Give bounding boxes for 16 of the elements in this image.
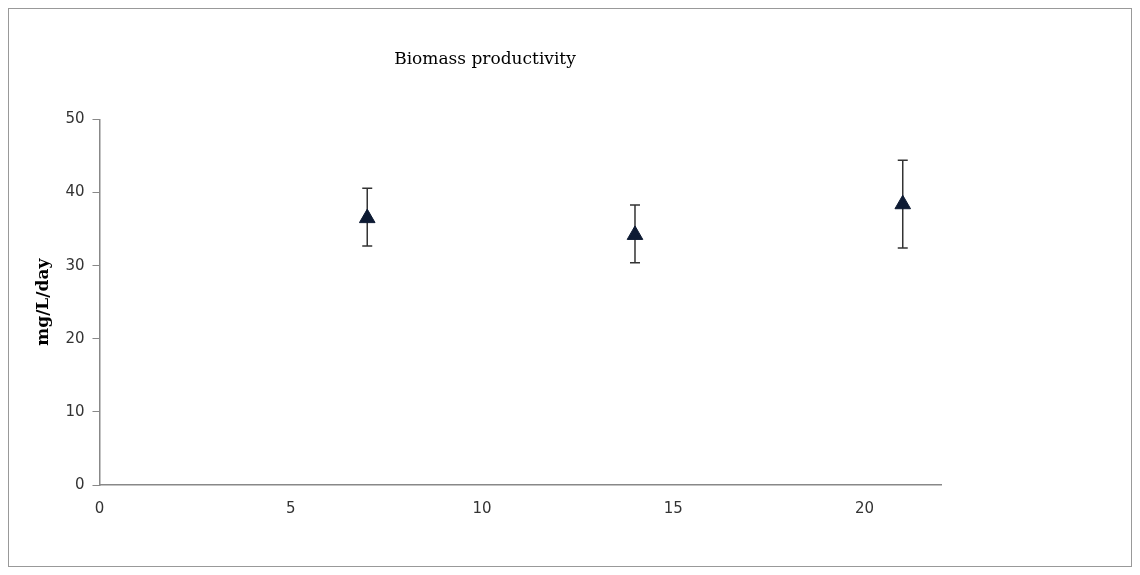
point bbox=[358, 208, 376, 224]
x-tick-label: 20 bbox=[854, 498, 875, 517]
point bbox=[626, 225, 644, 240]
y-axis-title: mg/L/day bbox=[31, 257, 52, 346]
x-tick-label: 5 bbox=[285, 498, 296, 517]
y-tick-label: 30 bbox=[65, 255, 85, 274]
y-tick-label: 10 bbox=[65, 401, 85, 420]
y-tick-label: 40 bbox=[65, 182, 85, 201]
x-tick-label: 10 bbox=[472, 498, 492, 517]
y-tick-label: 20 bbox=[65, 328, 85, 347]
y-tick-label: 50 bbox=[65, 109, 85, 128]
point bbox=[894, 194, 912, 210]
x-tick-label: 0 bbox=[94, 498, 105, 517]
x-tick-label: 15 bbox=[663, 498, 683, 517]
chart-title: Biomass productivity bbox=[394, 47, 577, 68]
y-tick-label: 0 bbox=[74, 474, 85, 493]
